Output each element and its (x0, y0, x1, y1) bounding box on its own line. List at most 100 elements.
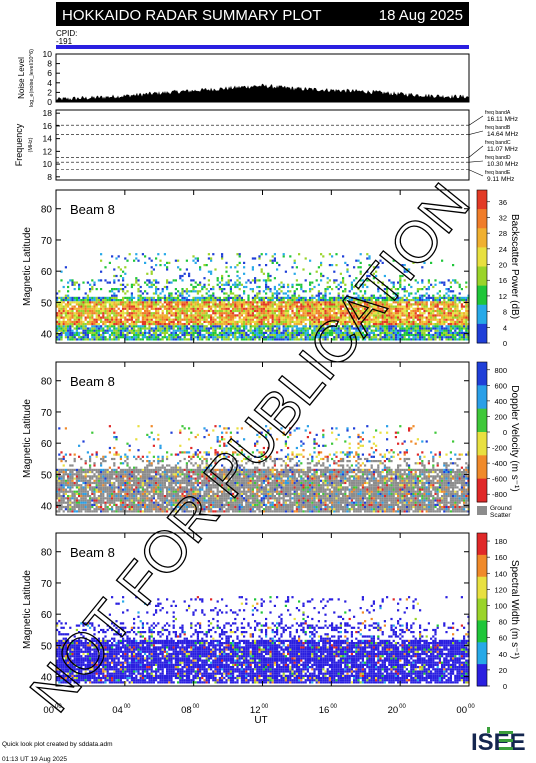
colorbar-tick-label: 600 (494, 381, 507, 390)
colorbar-segment (477, 432, 487, 456)
freq-band-pointer (468, 169, 484, 177)
isee-logo: ISEE (471, 727, 526, 756)
time-tick-sup: 00 (468, 704, 475, 710)
colorbar-segment (477, 664, 487, 687)
colorbar-tick-label: 0 (503, 339, 507, 348)
plot-date: 18 Aug 2025 (379, 7, 463, 24)
noise-tick-label: 4 (47, 78, 52, 88)
x-axis: 00 00 04 00 08 00 12 00 16 00 20 00 00 00 (43, 704, 475, 716)
lat-tick-label: 80 (41, 548, 53, 559)
time-tick-sup: 00 (262, 704, 269, 710)
colorbar-tick-label: 28 (499, 229, 507, 238)
colorbar-segment (477, 642, 487, 665)
beam-label: Beam 8 (70, 545, 115, 560)
colorbar-segment (477, 190, 487, 210)
freq-band-label: freq bandB (485, 125, 511, 131)
lat-tick-label: 80 (41, 377, 53, 388)
title-bar (56, 2, 469, 26)
freq-tick-label: 18 (43, 108, 53, 118)
noise-ylabel: Noise Level (17, 57, 26, 99)
cpid-value: -191 (56, 37, 73, 46)
scatter-label: Scatter (490, 512, 511, 519)
colorbar-segment (477, 478, 487, 503)
freq-tick-label: 12 (43, 146, 53, 156)
x-axis-label: UT (254, 715, 267, 726)
lat-tick-label: 50 (41, 641, 53, 652)
colorbar-segment (477, 408, 487, 433)
lat-tick-label: 40 (41, 330, 53, 341)
backscatter-power-panel: 40 50 60 70 80 Beam 8 Magnetic Latitude 0 4 8 12 16… (22, 189, 520, 348)
freq-band-pointer (468, 145, 484, 158)
freq-band-value: 10.30 MHz (487, 161, 518, 168)
colorbar-tick-label: 20 (499, 261, 507, 270)
colorbar-tick-label: 100 (494, 601, 507, 610)
noise-tick-label: 2 (47, 87, 52, 97)
time-tick-label: 12 (250, 705, 261, 716)
colorbar-tick-label: 60 (499, 634, 507, 643)
colorbar-tick-label: 0 (503, 682, 507, 691)
colorbar-tick-label: 32 (499, 213, 507, 222)
lat-tick-label: 40 (41, 502, 53, 513)
freq-frame (55, 109, 470, 181)
colorbar-label: Backscatter Power (dB) (509, 214, 520, 319)
scatter-cells (56, 425, 470, 513)
beam-label: Beam 8 (70, 374, 115, 389)
ground-scatter-swatch (477, 506, 487, 515)
colorbar-frame (476, 532, 488, 687)
colorbar-segment (477, 455, 487, 480)
colorbar-tick-label: 24 (499, 245, 507, 254)
noise-tick-label: 6 (47, 68, 52, 78)
freq-tick-label: 10 (43, 159, 53, 169)
freq-band-pointer (468, 115, 484, 126)
freq-band-label: freq bandA (485, 110, 511, 116)
time-tick-sup: 00 (55, 704, 62, 710)
colorbar-tick-label: 400 (494, 397, 507, 406)
freq-band-pointer (468, 160, 484, 163)
noise-tick-label: 10 (43, 49, 53, 59)
freq-band-value: 11.07 MHz (487, 146, 518, 153)
time-tick-sup: 00 (193, 704, 200, 710)
lat-tick-label: 50 (41, 470, 53, 481)
colorbar-tick-label: 160 (494, 553, 507, 562)
colorbar-tick-label: 40 (499, 650, 507, 659)
colorbar-tick-label: 80 (499, 618, 507, 627)
lat-tick-label: 80 (41, 205, 53, 216)
colorbar-label: Doppler Velocity (m s⁻¹) (509, 385, 520, 491)
colorbar-segment (477, 554, 487, 578)
colorbar-tick-label: 200 (494, 412, 507, 421)
colorbar-tick-label: -200 (492, 444, 507, 453)
lat-axis-label: Magnetic Latitude (22, 570, 33, 649)
colorbar-tick-label: 36 (499, 198, 507, 207)
freq-band-label: freq bandC (485, 140, 511, 146)
colorbar-tick-label: -800 (492, 490, 507, 499)
colorbar-segment (477, 598, 487, 621)
noise-level-trace (56, 83, 469, 102)
time-tick-label: 00 (43, 705, 54, 716)
freq-band-label: freq bandD (485, 155, 511, 161)
colorbar-tick-label: 4 (503, 323, 507, 332)
lat-tick-label: 70 (41, 236, 53, 247)
freq-tick-label: 16 (43, 121, 53, 131)
colorbar-segment (477, 228, 487, 248)
colorbar-segment (477, 266, 487, 287)
colorbar-tick-label: 0 (503, 428, 507, 437)
freq-band-value: 16.11 MHz (487, 116, 518, 123)
spectral-width-panel: 40 50 60 70 80 Beam 8 Magnetic Latitude 0 20 40 60… (22, 532, 520, 691)
cpid-bar (56, 45, 469, 49)
time-tick-sup: 00 (124, 704, 131, 710)
colorbar-tick-label: -400 (492, 459, 507, 468)
colorbar-tick-label: 16 (499, 276, 507, 285)
lat-axis-label: Magnetic Latitude (22, 227, 33, 306)
noise-tick-label: 8 (47, 59, 52, 69)
time-tick-label: 04 (112, 705, 123, 716)
lat-tick-label: 60 (41, 267, 53, 278)
lat-tick-label: 50 (41, 298, 53, 309)
colorbar-tick-label: 12 (499, 292, 507, 301)
footer-credit: Quick look plot created by sddata.adm (2, 741, 113, 748)
cpid-label: CPID: (56, 29, 77, 38)
colorbar-segment (477, 385, 487, 410)
colorbar-label: Spectral Width (m s⁻¹) (509, 560, 520, 659)
freq-tick-label: 8 (47, 172, 52, 182)
